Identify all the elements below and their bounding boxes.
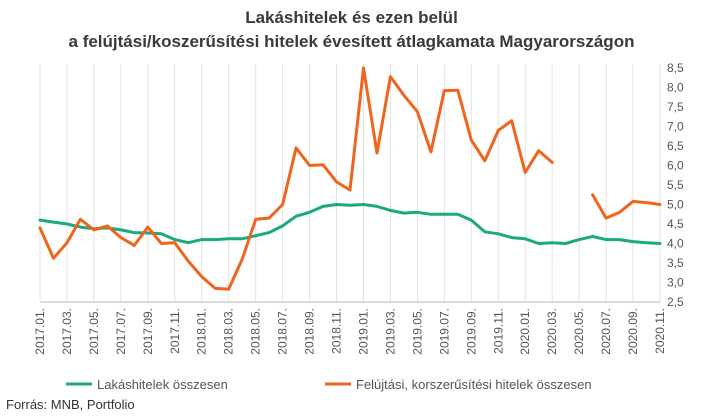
y-axis: 2,5 3,0 3,5 4,0 4,5 5,0 5,5 6,0 6,5 7,0 7,5 8,0 8,5 [667,61,684,309]
grid [39,64,661,303]
y-tick-label: 6,0 [667,159,684,173]
x-tick-label: 2020.09. [626,308,640,355]
legend-label: Lakáshitelek összesen [97,377,228,392]
y-tick-label: 3,0 [667,276,684,290]
series-line-0 [38,203,662,245]
y-tick-label: 3,5 [667,256,684,270]
y-tick-label: 8,0 [667,81,684,95]
x-tick-label: 2020.05. [572,308,586,355]
x-tick-label: 2018.03. [222,308,236,355]
x-tick-label: 2018.07. [276,308,290,355]
series-line-1 [38,66,662,291]
x-tick-label: 2020.07. [599,308,613,355]
x-tick-label: 2017.05. [87,308,101,355]
x-tick-label: 2017.11. [168,308,182,354]
series-lines [38,66,662,291]
x-tick-label: 2017.07. [114,308,128,355]
source-note: Forrás: MNB, Portfolio [6,397,135,412]
x-tick-label: 2020.11. [653,308,667,354]
y-tick-label: 6,5 [667,139,684,153]
chart-subtitle: a felújtási/koszerűsítési hitelek évesít… [68,32,635,51]
y-tick-label: 4,5 [667,217,684,231]
y-tick-label: 5,5 [667,178,684,192]
y-tick-label: 2,5 [667,295,684,309]
x-tick-label: 2017.01. [33,308,47,355]
x-tick-label: 2019.07. [437,308,451,355]
x-tick-label: 2018.09. [303,308,317,355]
legend-label: Felújtási, korszerűsítési hitelek összes… [356,377,592,392]
x-tick-label: 2018.05. [249,308,263,355]
x-tick-label: 2017.03. [60,308,74,355]
x-tick-label: 2017.09. [141,308,155,355]
x-tick-label: 2020.03. [545,308,559,355]
x-axis: 2017.01. 2017.03. 2017.05. 2017.07. 2017.09.… [33,308,667,355]
x-tick-label: 2019.01. [356,308,370,355]
x-tick-label: 2018.11. [330,308,344,354]
x-tick-label: 2019.05. [410,308,424,355]
x-tick-label: 2020.01. [518,308,532,355]
x-tick-label: 2018.01. [195,308,209,355]
legend: Lakáshitelek összesen Felújtási, korszerű… [66,377,592,392]
x-tick-label: 2019.11. [491,308,505,354]
y-tick-label: 5,0 [667,198,684,212]
y-tick-label: 4,0 [667,237,684,251]
y-tick-label: 7,5 [667,100,684,114]
y-tick-label: 8,5 [667,61,684,75]
x-tick-label: 2019.03. [383,308,397,355]
chart-title: Lakáshitelek és ezen belül [245,8,458,27]
y-tick-label: 7,0 [667,120,684,134]
x-tick-label: 2019.09. [464,308,478,355]
